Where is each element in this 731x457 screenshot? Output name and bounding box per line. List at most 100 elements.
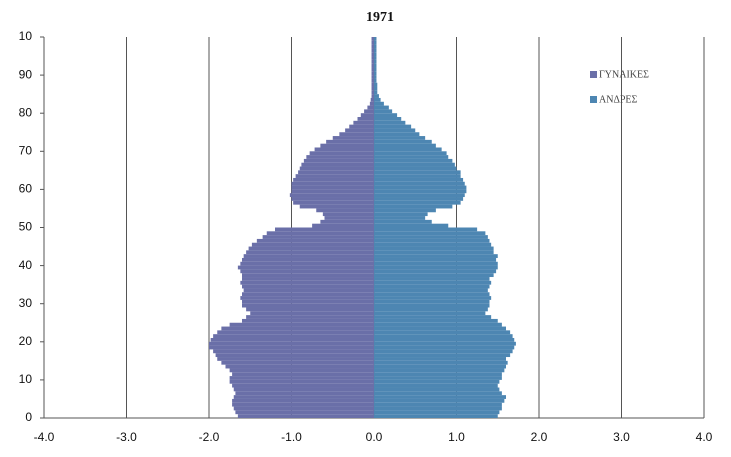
bar [291, 189, 374, 194]
bar [291, 181, 374, 186]
bar [295, 174, 374, 178]
bar [229, 376, 374, 380]
bar [374, 345, 515, 350]
bar [293, 177, 374, 182]
bar [374, 246, 494, 251]
bar [374, 44, 377, 49]
bar [250, 311, 374, 316]
x-tick-label: 3.0 [613, 430, 630, 444]
bar [371, 48, 374, 53]
bar [374, 113, 398, 118]
bar [240, 269, 374, 274]
bar [374, 147, 442, 152]
bar [374, 109, 393, 114]
bar [374, 132, 420, 137]
bar [374, 204, 453, 209]
x-tick-label: -4.0 [34, 430, 55, 444]
bar [374, 40, 377, 45]
bar [374, 117, 402, 121]
bar [322, 212, 374, 217]
bar [374, 250, 494, 255]
bar [293, 200, 374, 205]
bar [232, 372, 374, 377]
bar [299, 204, 374, 209]
bar [374, 269, 497, 274]
bar [374, 37, 377, 41]
bar [374, 318, 498, 323]
bar [374, 101, 384, 106]
bar [371, 59, 374, 64]
bar [246, 307, 374, 312]
bar [374, 391, 502, 396]
bar [374, 307, 488, 312]
bar [374, 155, 449, 159]
bar [217, 357, 374, 361]
bar [374, 162, 455, 167]
bar [371, 94, 374, 98]
bar [209, 345, 374, 350]
bar [374, 360, 508, 365]
bar [374, 235, 488, 239]
bar [374, 177, 464, 182]
bar [374, 265, 498, 270]
bar [306, 155, 374, 159]
bar [374, 337, 515, 342]
bar [374, 67, 377, 72]
bar [374, 296, 492, 300]
bar [367, 105, 374, 110]
bar [232, 398, 374, 403]
bar [374, 277, 490, 281]
bar [213, 349, 374, 354]
bar [233, 387, 374, 392]
bar [360, 113, 374, 118]
bar [374, 379, 500, 384]
bar [374, 303, 490, 308]
bar [374, 238, 490, 243]
bar [374, 349, 513, 354]
bar [374, 94, 379, 98]
y-tick-label: 20 [19, 334, 33, 348]
bar [301, 162, 374, 167]
legend-label: ΑΝΔΡΕΣ [599, 94, 638, 105]
legend-label: ΓΥΝΑΙΚΕΣ [599, 69, 649, 80]
bar [371, 52, 374, 57]
bar [374, 59, 377, 64]
bar [371, 67, 374, 72]
bar [374, 97, 381, 102]
bar [237, 414, 374, 418]
bar [374, 364, 506, 369]
bar [374, 242, 492, 247]
bar [242, 303, 374, 308]
bar [232, 402, 374, 407]
bar [371, 90, 374, 95]
bar [374, 299, 490, 304]
bar [374, 341, 516, 346]
x-tick-label: -3.0 [116, 430, 137, 444]
y-tick-label: 0 [25, 410, 32, 424]
bar [235, 391, 374, 396]
y-tick-label: 30 [19, 296, 33, 310]
bar [246, 315, 374, 319]
bar [242, 318, 374, 323]
bar [374, 334, 513, 338]
bar [242, 277, 374, 281]
bar [374, 322, 502, 327]
bar [374, 63, 377, 68]
bar [374, 208, 436, 213]
x-tick-label: 0.0 [366, 430, 383, 444]
bar [237, 265, 374, 270]
bar [240, 280, 374, 285]
bar [374, 158, 453, 163]
bar [324, 216, 374, 220]
bar [370, 97, 374, 102]
bar [357, 117, 374, 121]
bar [243, 288, 374, 293]
y-tick-label: 40 [19, 258, 33, 272]
bar [374, 75, 377, 79]
bar [364, 109, 374, 114]
bar [240, 296, 374, 300]
bar [374, 219, 432, 224]
bar [266, 231, 374, 236]
bar [374, 105, 389, 110]
